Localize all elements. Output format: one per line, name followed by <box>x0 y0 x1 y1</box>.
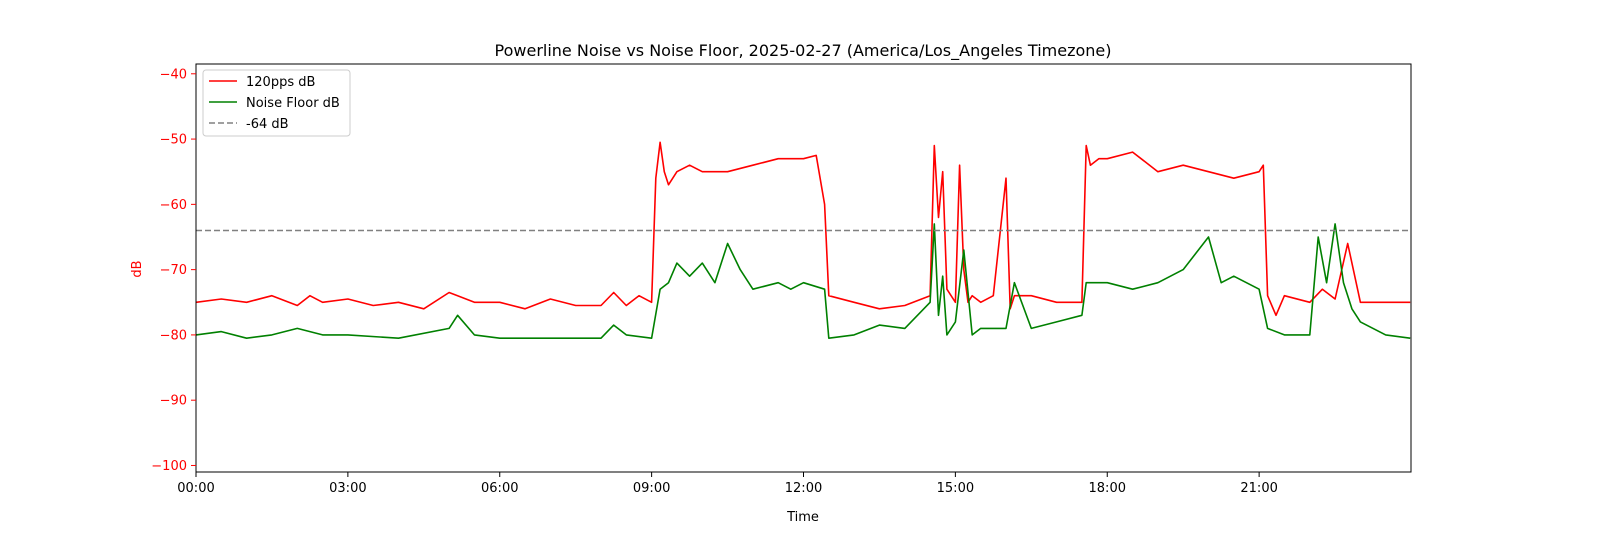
chart-title: Powerline Noise vs Noise Floor, 2025-02-… <box>495 41 1112 61</box>
x-tick-label-4: 12:00 <box>785 481 822 496</box>
y-tick-label-0: −40 <box>160 67 187 82</box>
y-tick-label-6: −100 <box>151 459 187 474</box>
legend-label-2: -64 dB <box>246 117 289 132</box>
x-tick-label-1: 03:00 <box>329 481 366 496</box>
series-line-1 <box>196 223 1411 340</box>
y-tick-label-4: −80 <box>160 328 187 343</box>
legend: 120pps dB Noise Floor dB -64 dB <box>202 69 351 137</box>
plot-frame <box>195 63 1412 473</box>
legend-label-0: 120pps dB <box>246 75 315 90</box>
series-line-0 <box>196 141 1411 317</box>
x-axis-title: Time <box>786 510 819 525</box>
y-tick-label-1: −50 <box>160 133 187 148</box>
y-tick-label-2: −60 <box>160 198 187 213</box>
x-axis: 00:00 03:00 06:00 09:00 12:00 15:00 18:00 21:00 <box>177 472 1278 496</box>
y-axis-title: dB <box>130 260 145 277</box>
x-tick-label-5: 15:00 <box>937 481 974 496</box>
x-tick-label-7: 21:00 <box>1240 481 1277 496</box>
y-tick-label-5: −90 <box>160 394 187 409</box>
legend-box <box>202 69 351 137</box>
x-tick-label-6: 18:00 <box>1089 481 1126 496</box>
x-tick-label-0: 00:00 <box>177 481 214 496</box>
legend-label-1: Noise Floor dB <box>246 96 340 111</box>
y-tick-label-3: −70 <box>160 263 187 278</box>
plot-area <box>195 63 1412 473</box>
x-tick-label-3: 09:00 <box>633 481 670 496</box>
y-axis: −40 −50 −60 −70 −80 −90 −100 <box>151 67 196 474</box>
x-tick-label-2: 06:00 <box>481 481 518 496</box>
